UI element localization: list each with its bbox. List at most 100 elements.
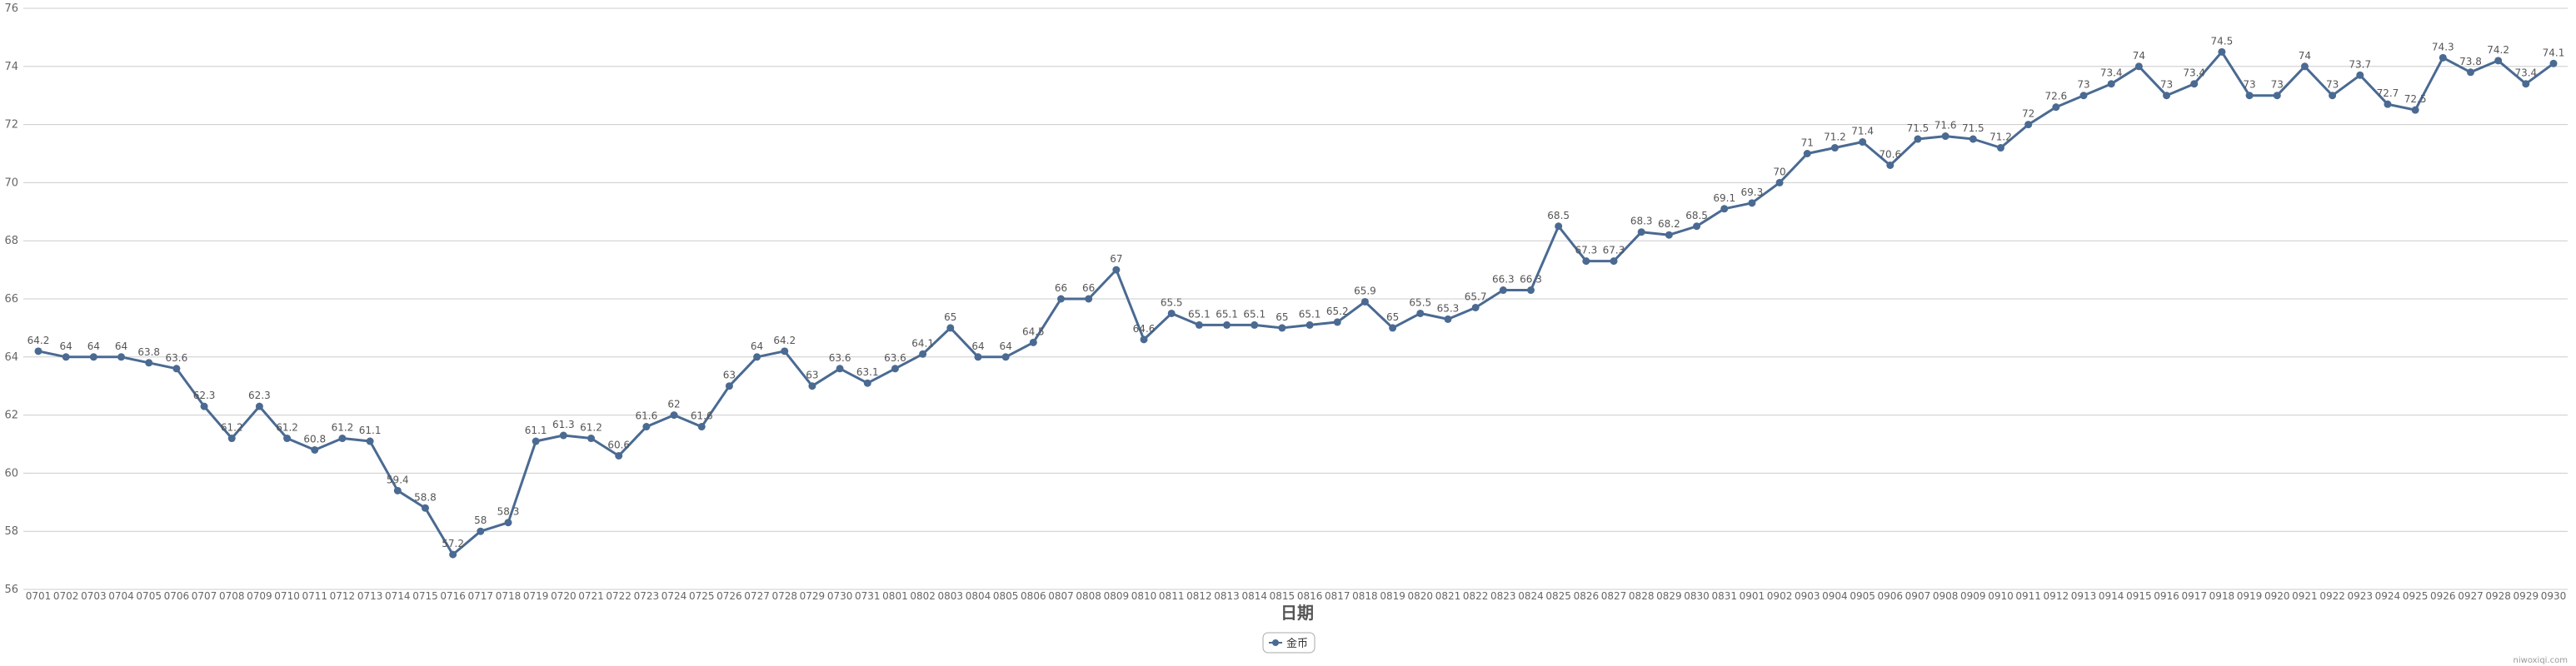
data-point[interactable]: [891, 365, 899, 373]
legend-box[interactable]: [1262, 632, 1315, 654]
data-point[interactable]: [1941, 132, 1949, 141]
data-label: 61.1: [525, 425, 547, 436]
data-point[interactable]: [145, 359, 153, 367]
data-point[interactable]: [642, 423, 651, 431]
data-point[interactable]: [1029, 338, 1037, 346]
data-point[interactable]: [1278, 324, 1286, 332]
data-point[interactable]: [615, 451, 623, 460]
data-point[interactable]: [2218, 47, 2226, 56]
data-point[interactable]: [1859, 138, 1867, 147]
legend[interactable]: 金币: [1262, 632, 1315, 654]
data-point[interactable]: [62, 353, 70, 361]
data-point[interactable]: [2079, 92, 2088, 100]
data-point[interactable]: [2163, 92, 2171, 100]
x-tick-label: 0717: [468, 590, 494, 602]
data-point[interactable]: [2439, 53, 2447, 62]
data-point[interactable]: [559, 431, 567, 440]
data-point[interactable]: [753, 353, 761, 361]
data-point[interactable]: [1720, 205, 1729, 213]
data-point[interactable]: [283, 435, 292, 443]
data-point[interactable]: [311, 445, 319, 454]
data-label: 64.5: [1022, 326, 1045, 337]
data-point[interactable]: [808, 382, 816, 390]
data-point[interactable]: [1444, 315, 1452, 323]
data-point[interactable]: [117, 353, 126, 361]
data-point[interactable]: [393, 486, 402, 495]
data-point[interactable]: [366, 437, 374, 445]
data-point[interactable]: [863, 379, 871, 387]
data-point[interactable]: [227, 435, 236, 443]
data-point[interactable]: [1748, 199, 1756, 207]
data-point[interactable]: [1499, 286, 1507, 295]
data-point[interactable]: [1637, 228, 1645, 236]
data-point[interactable]: [1886, 161, 1895, 169]
data-point[interactable]: [1996, 144, 2004, 152]
data-point[interactable]: [2134, 62, 2143, 71]
data-point[interactable]: [919, 350, 927, 358]
data-point[interactable]: [2356, 71, 2364, 79]
data-point[interactable]: [2522, 80, 2530, 88]
data-point[interactable]: [2411, 106, 2419, 114]
data-point[interactable]: [2494, 57, 2503, 65]
data-point[interactable]: [697, 423, 706, 431]
data-point[interactable]: [504, 519, 512, 527]
data-point[interactable]: [1333, 318, 1341, 326]
data-point[interactable]: [1582, 257, 1590, 266]
data-point[interactable]: [1830, 144, 1839, 152]
data-point[interactable]: [449, 550, 457, 559]
data-point[interactable]: [2024, 121, 2033, 129]
data-point[interactable]: [836, 365, 844, 373]
data-point[interactable]: [1914, 135, 1922, 143]
data-point[interactable]: [2466, 68, 2474, 77]
data-point[interactable]: [2273, 92, 2281, 100]
data-point[interactable]: [2052, 103, 2060, 112]
data-point[interactable]: [1360, 297, 1369, 306]
data-point[interactable]: [1803, 150, 1811, 157]
data-label: 71.4: [1851, 126, 1874, 137]
data-point[interactable]: [2329, 92, 2337, 100]
data-point[interactable]: [338, 435, 347, 443]
data-point[interactable]: [1416, 309, 1425, 317]
data-point[interactable]: [2107, 80, 2115, 88]
data-point[interactable]: [172, 365, 181, 373]
data-point[interactable]: [1665, 231, 1673, 239]
data-point[interactable]: [1471, 303, 1480, 311]
data-point[interactable]: [1195, 321, 1203, 329]
data-label: 61.6: [636, 410, 658, 422]
data-point[interactable]: [1775, 178, 1784, 186]
data-point[interactable]: [2384, 100, 2392, 108]
data-point[interactable]: [477, 527, 485, 535]
data-point[interactable]: [1112, 266, 1121, 274]
data-point[interactable]: [89, 353, 97, 361]
data-point[interactable]: [1969, 135, 1977, 143]
data-point[interactable]: [1167, 309, 1176, 317]
data-point[interactable]: [1610, 257, 1618, 266]
data-point[interactable]: [1251, 321, 1259, 329]
data-point[interactable]: [2549, 59, 2558, 67]
data-point[interactable]: [1555, 222, 1563, 231]
data-point[interactable]: [200, 402, 208, 410]
data-point[interactable]: [946, 324, 955, 332]
data-point[interactable]: [2245, 92, 2254, 100]
data-point[interactable]: [974, 353, 982, 361]
data-point[interactable]: [1057, 295, 1066, 303]
data-point[interactable]: [532, 437, 540, 445]
x-tick-label: 0729: [800, 590, 826, 602]
data-point[interactable]: [255, 402, 263, 410]
data-point[interactable]: [34, 347, 42, 355]
data-point[interactable]: [1001, 353, 1010, 361]
data-point[interactable]: [1085, 295, 1093, 303]
data-point[interactable]: [2190, 80, 2199, 88]
data-point[interactable]: [1223, 321, 1231, 329]
data-point[interactable]: [1389, 324, 1397, 332]
data-point[interactable]: [1693, 222, 1701, 231]
data-point[interactable]: [2300, 62, 2309, 71]
data-point[interactable]: [781, 347, 789, 355]
data-point[interactable]: [1140, 335, 1148, 344]
data-point[interactable]: [1305, 321, 1314, 329]
data-point[interactable]: [1526, 286, 1535, 295]
data-point[interactable]: [587, 435, 596, 443]
data-point[interactable]: [421, 504, 429, 512]
data-point[interactable]: [725, 382, 733, 390]
data-point[interactable]: [670, 411, 678, 420]
